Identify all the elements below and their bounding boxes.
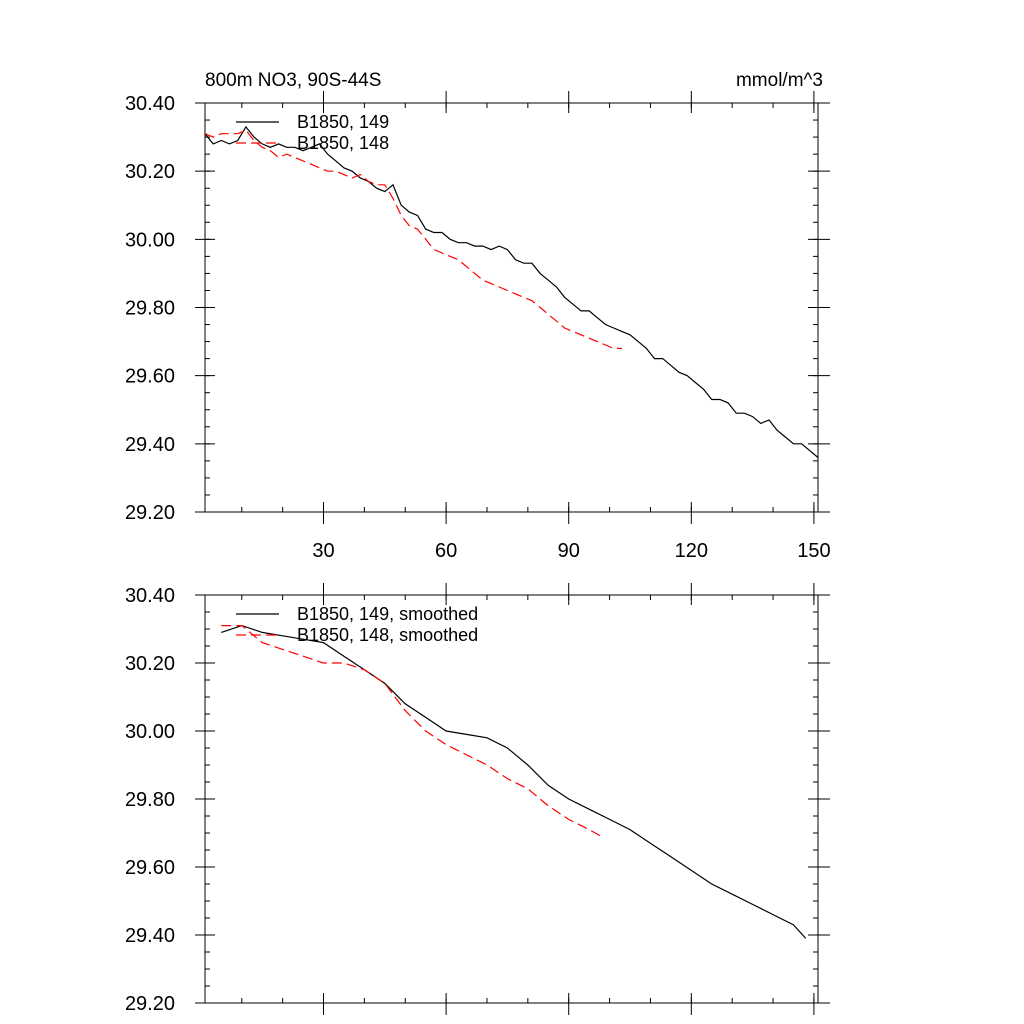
- x-tick-label: 120: [675, 540, 708, 562]
- plot-frame: [204, 594, 819, 1004]
- legend-label: B1850, 149: [297, 112, 389, 132]
- y-tick-label: 30.00: [125, 721, 175, 743]
- y-tick-label: 29.60: [125, 857, 175, 879]
- y-tick-label: 30.40: [125, 585, 175, 607]
- y-tick-label: 30.00: [125, 229, 175, 251]
- x-tick-label: 90: [558, 540, 580, 562]
- chart-units: mmol/m^3: [736, 70, 823, 91]
- series-line-2: [221, 624, 602, 837]
- y-tick-label: 29.20: [125, 993, 175, 1015]
- y-tick-label: 29.20: [125, 502, 175, 524]
- y-tick-label: 29.80: [125, 789, 175, 811]
- legend-label: B1850, 149, smoothed: [297, 604, 478, 624]
- y-tick-label: 30.20: [125, 653, 175, 675]
- y-tick-label: 29.60: [125, 366, 175, 388]
- legend-label: B1850, 148: [297, 133, 389, 153]
- x-tick-label: 30: [312, 540, 334, 562]
- legend-label: B1850, 148, smoothed: [297, 625, 478, 645]
- y-tick-label: 30.40: [125, 93, 175, 115]
- series-line-1: [204, 125, 819, 458]
- series-line-1: [221, 624, 807, 939]
- x-tick-label: 150: [797, 540, 830, 562]
- y-tick-label: 29.80: [125, 298, 175, 320]
- plot-frame: [204, 102, 819, 513]
- series-line-2: [204, 129, 622, 349]
- y-tick-label: 30.20: [125, 161, 175, 183]
- y-tick-label: 29.40: [125, 925, 175, 947]
- top-panel: 29.20 29.40 29.60 29.80 30.00 30.20 30.40 30 60 9…: [125, 91, 831, 562]
- x-tick-label: 60: [435, 540, 457, 562]
- bottom-panel: 29.20 29.40 29.60 29.80 30.00 30.20 30.40 B1850…: [125, 583, 830, 1015]
- chart-title: 800m NO3, 90S-44S: [205, 70, 381, 91]
- y-tick-label: 29.40: [125, 434, 175, 456]
